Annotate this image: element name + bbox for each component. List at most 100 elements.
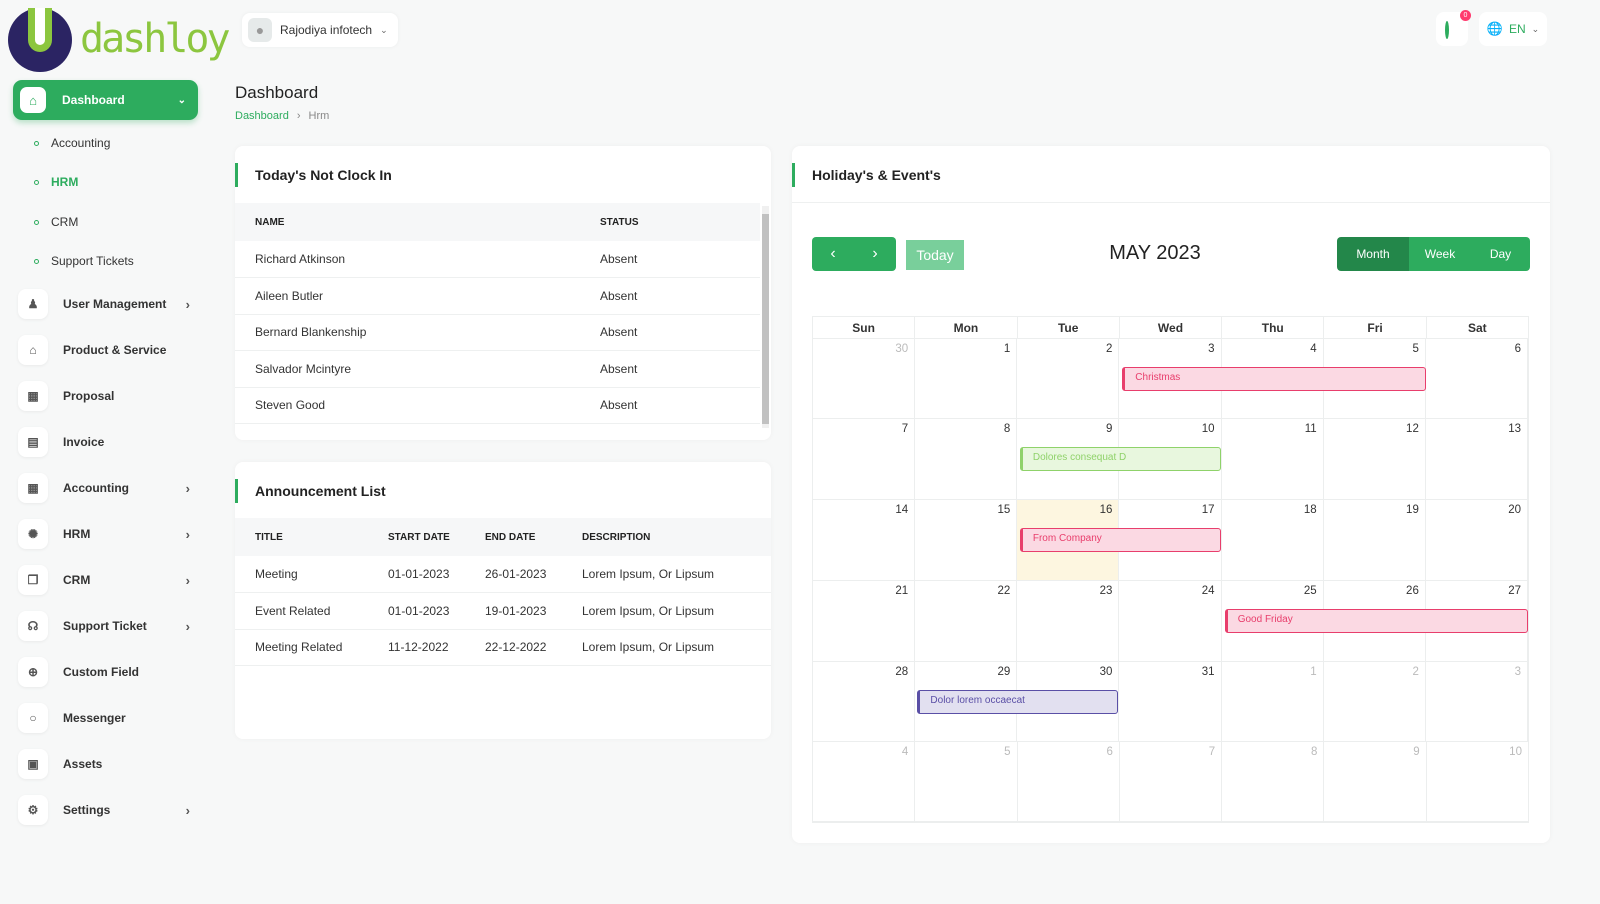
title-cell: Meeting [235, 556, 388, 593]
calendar-day[interactable]: 20 [1425, 500, 1528, 581]
calendar-day[interactable]: 3 [1425, 662, 1528, 742]
calendar-week: 7 8 9 10 11 12 13 Dolores consequat D [813, 419, 1528, 500]
sidebar-item-support-ticket[interactable]: ☊ Support Ticket › [18, 609, 190, 643]
calendar-day[interactable]: 1 [915, 339, 1018, 419]
calendar-day[interactable]: 6 [1017, 742, 1120, 822]
calendar-day[interactable]: 10 [1426, 742, 1528, 822]
calendar-day[interactable]: 18 [1221, 500, 1324, 581]
calendar-day[interactable]: 24 [1119, 581, 1222, 662]
calendar-day[interactable]: 19 [1323, 500, 1426, 581]
calendar-day[interactable]: 5 [915, 742, 1018, 822]
sidebar-item-label: HRM [63, 527, 91, 541]
sidebar-subitem[interactable]: Accounting [34, 136, 110, 150]
calendar-day[interactable]: 30 [1017, 662, 1120, 742]
language-selector[interactable]: 🌐 EN ⌄ [1479, 12, 1547, 46]
calendar-day[interactable]: 31 [1119, 662, 1222, 742]
calendar-event[interactable]: Christmas [1122, 367, 1426, 391]
company-switcher[interactable]: ● Rajodiya infotech ⌄ [242, 13, 398, 47]
weekday-label: Fri [1324, 317, 1427, 339]
calendar-day[interactable]: 4 [813, 742, 916, 822]
sidebar-subitem[interactable]: HRM [34, 175, 78, 189]
name-cell: Bernard Blankenship [235, 314, 600, 351]
calendar-day[interactable]: 13 [1425, 419, 1528, 500]
brand-name: dashloy [80, 16, 231, 62]
proposal-icon: ▦ [18, 381, 48, 411]
sidebar-item-assets[interactable]: ▣ Assets [18, 747, 190, 781]
crm-icon: ❐ [18, 565, 48, 595]
view-switcher: Month Week Day [1337, 237, 1530, 271]
calendar-day[interactable]: 23 [1017, 581, 1120, 662]
plus-circle-icon: ⊕ [18, 657, 48, 687]
calendar-day[interactable]: 15 [915, 500, 1018, 581]
view-week-button[interactable]: Week [1409, 237, 1471, 271]
calendar-day[interactable]: 11 [1221, 419, 1324, 500]
sidebar-item-product-service[interactable]: ⌂ Product & Service [18, 333, 190, 367]
home-icon: ⌂ [20, 87, 46, 113]
calendar-day[interactable]: 28 [813, 662, 916, 742]
weekday-header: Sun Mon Tue Wed Thu Fri Sat [813, 317, 1528, 339]
calendar-day[interactable]: 7 [813, 419, 916, 500]
calendar-day[interactable]: 9 [1324, 742, 1427, 822]
sidebar-item-user-management[interactable]: ♟ User Management › [18, 287, 190, 321]
sidebar-item-proposal[interactable]: ▦ Proposal [18, 379, 190, 413]
view-day-button[interactable]: Day [1471, 237, 1530, 271]
breadcrumb-link[interactable]: Dashboard [235, 110, 289, 122]
calendar-day[interactable]: 14 [813, 500, 916, 581]
table-row: Steven Good Absent [235, 387, 760, 424]
calendar-event[interactable]: Dolor lorem occaecat [917, 690, 1119, 714]
sidebar-item-hrm[interactable]: ✺ HRM › [18, 517, 190, 551]
table-row: Bernard Blankenship Absent [235, 314, 760, 351]
scrollbar[interactable] [762, 206, 769, 428]
calendar-day[interactable]: 1 [1221, 662, 1324, 742]
start-date-cell: 01-01-2023 [388, 592, 485, 630]
table-row: Event Related 01-01-2023 19-01-2023 Lorem I… [235, 592, 771, 630]
calendar-day[interactable]: 2 [1323, 662, 1426, 742]
calendar-day[interactable]: 21 [813, 581, 916, 662]
calendar-event[interactable]: From Company [1019, 528, 1221, 552]
calendar-day[interactable]: 22 [915, 581, 1018, 662]
sidebar-item-label: Messenger [63, 711, 126, 725]
description-cell: Lorem Ipsum, Or Lipsum [582, 556, 771, 593]
next-month-button[interactable]: › [872, 245, 878, 262]
messages-button[interactable]: 0 [1436, 10, 1471, 46]
calendar-day[interactable]: 17 [1119, 500, 1222, 581]
sidebar-item-label: Assets [63, 757, 103, 771]
calendar-event[interactable]: Good Friday [1224, 609, 1528, 633]
sidebar-item-custom-field[interactable]: ⊕ Custom Field [18, 655, 190, 689]
calendar-day[interactable]: 8 [1222, 742, 1325, 822]
weekday-label: Thu [1222, 317, 1325, 339]
calendar-day[interactable]: 10 [1119, 419, 1222, 500]
prev-month-button[interactable]: ‹ [830, 245, 836, 262]
sidebar-item-messenger[interactable]: ○ Messenger [18, 701, 190, 735]
chevron-right-icon: › [185, 480, 190, 496]
sidebar-item-dashboard[interactable]: ⌂ Dashboard ⌄ [13, 80, 198, 120]
sidebar-item-label: Support Ticket [63, 619, 147, 633]
view-month-button[interactable]: Month [1337, 237, 1409, 271]
calendar-day[interactable]: 12 [1323, 419, 1426, 500]
table-row: Aileen Butler Absent [235, 277, 760, 315]
calendar-event[interactable]: Dolores consequat D [1019, 447, 1221, 471]
sidebar-subitem[interactable]: CRM [34, 215, 78, 229]
chevron-right-icon: › [185, 572, 190, 588]
chevron-right-icon: › [185, 618, 190, 634]
hrm-icon: ✺ [18, 519, 48, 549]
sidebar-item-label: CRM [63, 573, 91, 587]
calendar-day[interactable]: 7 [1119, 742, 1223, 822]
sidebar-item-accounting[interactable]: ▦ Accounting › [18, 471, 190, 505]
end-date-cell: 19-01-2023 [485, 592, 582, 630]
calendar-day[interactable]: 30 [813, 339, 916, 419]
name-cell: Salvador Mcintyre [235, 350, 600, 388]
today-button[interactable]: Today [906, 240, 964, 270]
description-cell: Lorem Ipsum, Or Lipsum [582, 629, 771, 666]
sidebar-subitem-label: HRM [51, 175, 79, 189]
calendar-day[interactable]: 8 [915, 419, 1018, 500]
card-title: Holiday's & Event's [792, 163, 941, 187]
chevron-down-icon: ⌄ [380, 24, 388, 35]
calendar-day[interactable]: 2 [1017, 339, 1120, 419]
weekday-label: Mon [915, 317, 1018, 339]
sidebar-item-invoice[interactable]: ▤ Invoice [18, 425, 190, 459]
sidebar-item-settings[interactable]: ⚙ Settings › [18, 793, 190, 827]
sidebar-item-crm[interactable]: ❐ CRM › [18, 563, 190, 597]
calendar-day[interactable]: 6 [1425, 339, 1528, 419]
sidebar-subitem[interactable]: Support Tickets [34, 254, 134, 268]
